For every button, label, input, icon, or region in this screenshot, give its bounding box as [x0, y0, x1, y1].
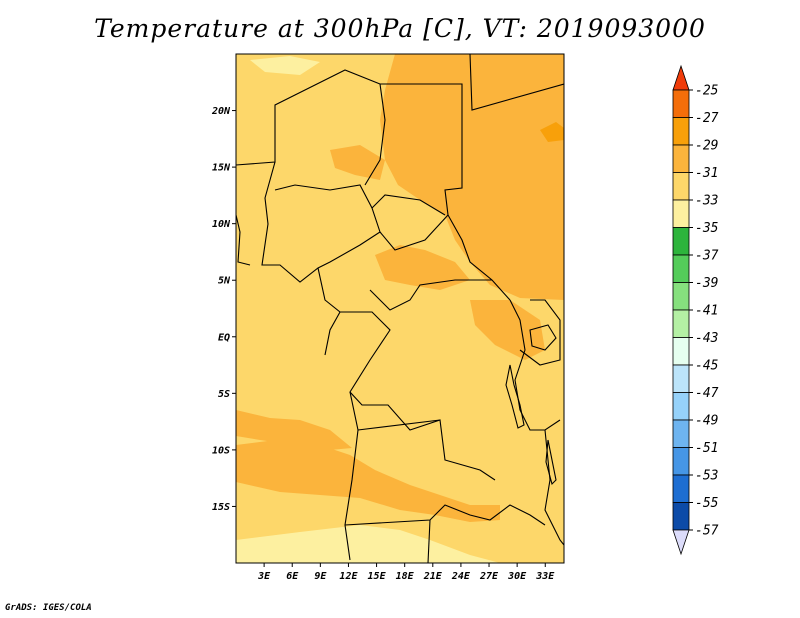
- temperature-contour-cool-south: [236, 525, 500, 563]
- temperature-contour-warm-south-band: [236, 440, 500, 522]
- border-segment: [344, 391, 359, 561]
- colorbar-segment: [672, 474, 690, 503]
- colorbar-label: -41: [695, 304, 718, 319]
- lon-tick-label: 18E: [396, 571, 415, 582]
- lon-tick-label: 33E: [535, 571, 555, 582]
- colorbar-segment: [672, 227, 690, 256]
- lon-tick-label: 30E: [507, 571, 527, 582]
- border-segment: [379, 214, 449, 251]
- colorbar-segment: [672, 502, 690, 531]
- lat-tick-label: 5S: [218, 389, 230, 400]
- colorbar-segment: [672, 199, 690, 228]
- map-axes: 20N 15N 10N 5N EQ 5S 10S 15S 3E 6E 9E 12E 15E 18E 21E 2…: [211, 106, 555, 582]
- colorbar: -25 -27 -29 -31 -33 -35 -37 -39 -41 -43 -45 -47 -49 -…: [672, 64, 719, 556]
- colorbar-label: -33: [695, 194, 718, 209]
- temperature-contour-cool-northwest: [250, 56, 320, 75]
- lon-tick-label: 9E: [314, 571, 327, 582]
- lon-tick-label: 24E: [451, 571, 471, 582]
- border-segment: [236, 69, 386, 186]
- colorbar-label: -47: [695, 386, 719, 401]
- colorbar-segment: [672, 144, 690, 173]
- lon-tick-label: 21E: [423, 571, 443, 582]
- colorbar-label: -27: [695, 111, 719, 126]
- border-segment: [519, 299, 561, 366]
- colorbar-segment: [672, 117, 690, 146]
- border-segment: [357, 419, 441, 431]
- colorbar-cap-bottom: [672, 529, 690, 556]
- border-segment: [427, 519, 431, 563]
- lon-tick-label: 15E: [368, 571, 387, 582]
- colorbar-label: -35: [695, 221, 719, 236]
- border-segment: [344, 504, 546, 526]
- lon-tick-label: 12E: [339, 571, 358, 582]
- colorbar-segment: [672, 337, 690, 366]
- border-segment: [380, 83, 511, 301]
- temperature-contour-warm-sahara: [330, 145, 385, 180]
- lat-tick-label: 5N: [218, 276, 231, 287]
- lat-tick-label: 10S: [212, 445, 230, 456]
- country-borders: [236, 54, 564, 563]
- colorbar-label: -55: [695, 496, 719, 511]
- lat-tick-label: EQ: [218, 332, 230, 343]
- colorbar-label: -29: [695, 139, 718, 154]
- border-segment: [340, 311, 496, 481]
- colorbar-label: -39: [695, 276, 718, 291]
- colorbar-segment: [672, 309, 690, 338]
- colorbar-segment: [672, 364, 690, 393]
- map-panel: [236, 54, 564, 563]
- lake-malawi: [545, 439, 557, 486]
- lon-tick-label: 6E: [286, 571, 299, 582]
- colorbar-label: -43: [695, 331, 718, 346]
- map-title: Temperature at 300hPa [C], VT: 201909300…: [94, 14, 706, 43]
- colorbar-label: -51: [695, 441, 718, 456]
- lat-tick-label: 10N: [212, 219, 231, 230]
- lat-tick-label: 15N: [212, 163, 231, 174]
- border-segment: [369, 279, 492, 311]
- colorbar-label: -45: [695, 359, 719, 374]
- border-segment: [544, 429, 564, 546]
- temperature-contour-warm-congo: [470, 300, 545, 360]
- colorbar-segment: [672, 447, 690, 476]
- lake-tanganyika: [505, 364, 525, 429]
- temperature-contour-hot-spot: [540, 122, 564, 142]
- border-segment: [371, 194, 446, 216]
- lat-tick-label: 20N: [211, 106, 231, 117]
- map-frame: [235, 53, 565, 564]
- temperature-contour-warm-northeast: [380, 54, 564, 300]
- footer-credit: GrADS: IGES/COLA: [5, 603, 92, 613]
- temperature-contour-warm-atlantic: [236, 410, 352, 450]
- lon-tick-label: 3E: [257, 571, 271, 582]
- colorbar-segment: [672, 392, 690, 421]
- colorbar-segment: [672, 254, 690, 283]
- colorbar-label: -37: [695, 249, 719, 264]
- colorbar-label: -53: [695, 469, 718, 484]
- colorbar-cap-top: [672, 64, 690, 91]
- lake-victoria: [529, 324, 557, 351]
- colorbar-segment: [672, 282, 690, 311]
- colorbar-label: -57: [695, 524, 719, 539]
- colorbar-label: -25: [695, 84, 719, 99]
- colorbar-label: -49: [695, 414, 718, 429]
- lon-tick-label: 27E: [479, 571, 499, 582]
- colorbar-segment: [672, 89, 690, 118]
- colorbar-segment: [672, 419, 690, 448]
- border-segment: [261, 161, 381, 283]
- colorbar-label: -31: [695, 166, 718, 181]
- colorbar-segment: [672, 172, 690, 201]
- temperature-contour-warm-central: [375, 245, 470, 290]
- coastline-west: [236, 214, 251, 266]
- border-segment: [469, 54, 564, 111]
- lat-tick-label: 15S: [212, 502, 230, 513]
